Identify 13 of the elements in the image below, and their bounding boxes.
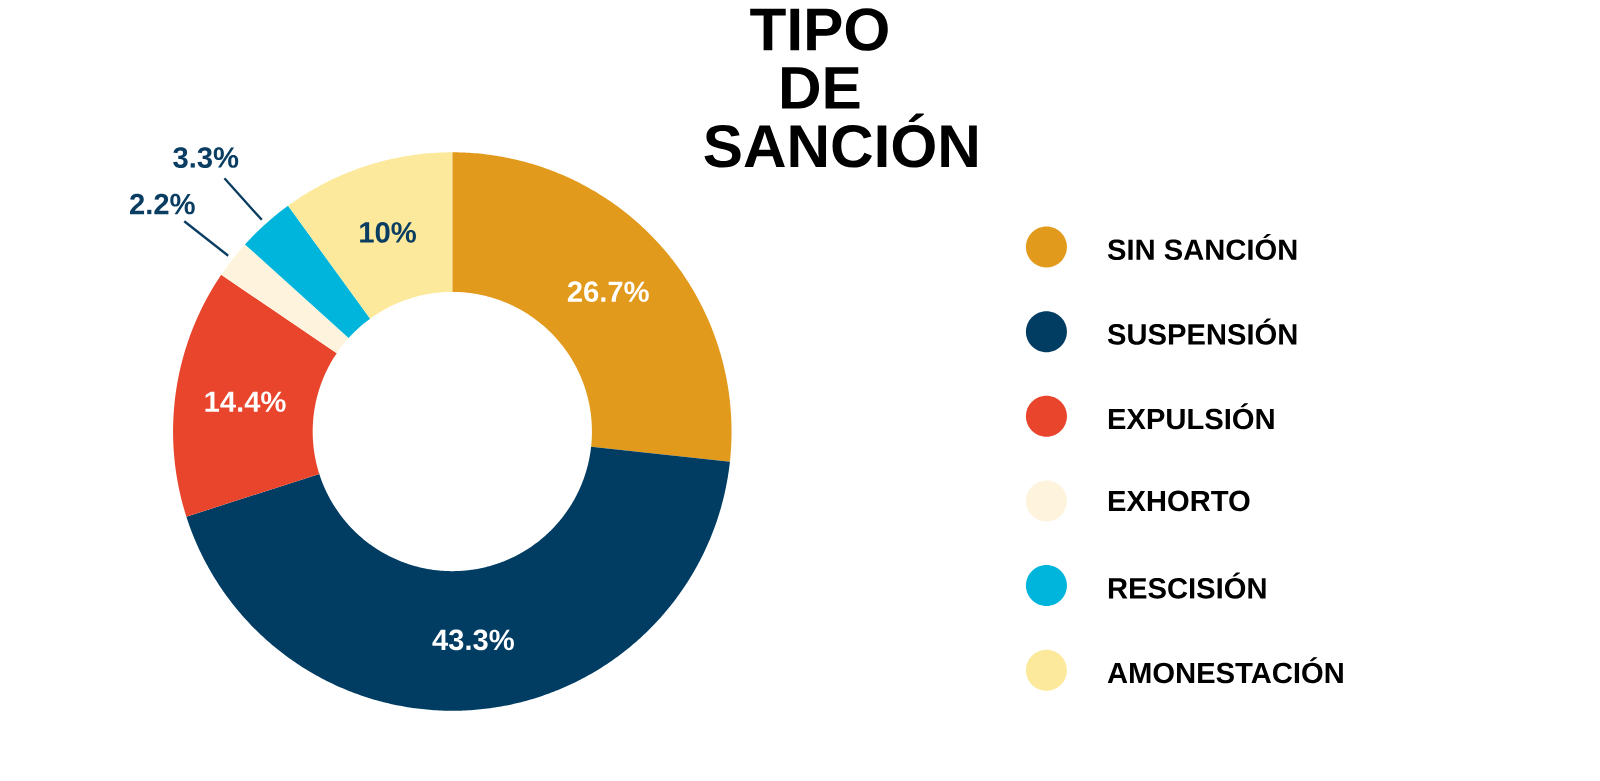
legend-label: EXHORTO [1108,490,1250,512]
data-label: 26.7% [567,281,649,302]
legend-label: SUSPENSIÓN [1107,318,1297,345]
chart-title: TIPO DE SANCIÓN [704,8,977,168]
data-label: 14.4% [205,391,286,412]
data-label: 10% [360,222,416,243]
data-label: 43.3% [432,629,514,651]
legend-label: EXPULSIÓN [1108,403,1274,430]
data-label: 3.3% [173,147,239,168]
legend-label: AMONESTACIÓN [1107,657,1343,684]
legend-label: RESCISIÓN [1108,572,1266,599]
legend-label: SIN SANCIÓN [1107,233,1297,261]
data-label: 2.2% [130,193,195,215]
